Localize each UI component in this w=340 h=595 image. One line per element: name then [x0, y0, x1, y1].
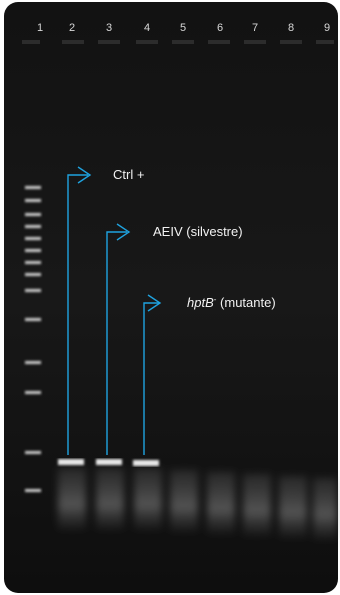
- lane-number: 9: [324, 22, 330, 34]
- wells: [22, 40, 334, 44]
- lane-number: 2: [69, 22, 75, 34]
- lane-number: 5: [180, 22, 186, 34]
- annotation: AEIV (silvestre): [153, 224, 243, 239]
- annotation: Ctrl +: [113, 167, 144, 182]
- annotation: hptB- (mutante): [187, 295, 276, 310]
- lane-number: 6: [217, 22, 223, 34]
- smears: [58, 468, 337, 540]
- gel-image: 1 2 3 4 5 6 7 8 9 Ctrl + AEIV (silvestre…: [0, 0, 340, 595]
- lane-number: 4: [144, 22, 150, 34]
- product-bands: [58, 459, 159, 466]
- annotation-suffix: (mutante): [216, 295, 275, 310]
- page: {"lanes": ["1", "2", "3", "4", "5", "6",…: [0, 0, 340, 595]
- lane-number: 3: [106, 22, 112, 34]
- gene-name: hptB: [187, 295, 214, 310]
- lane-number: 7: [252, 22, 258, 34]
- lane-number: 8: [288, 22, 294, 34]
- lane-number: 1: [37, 22, 43, 34]
